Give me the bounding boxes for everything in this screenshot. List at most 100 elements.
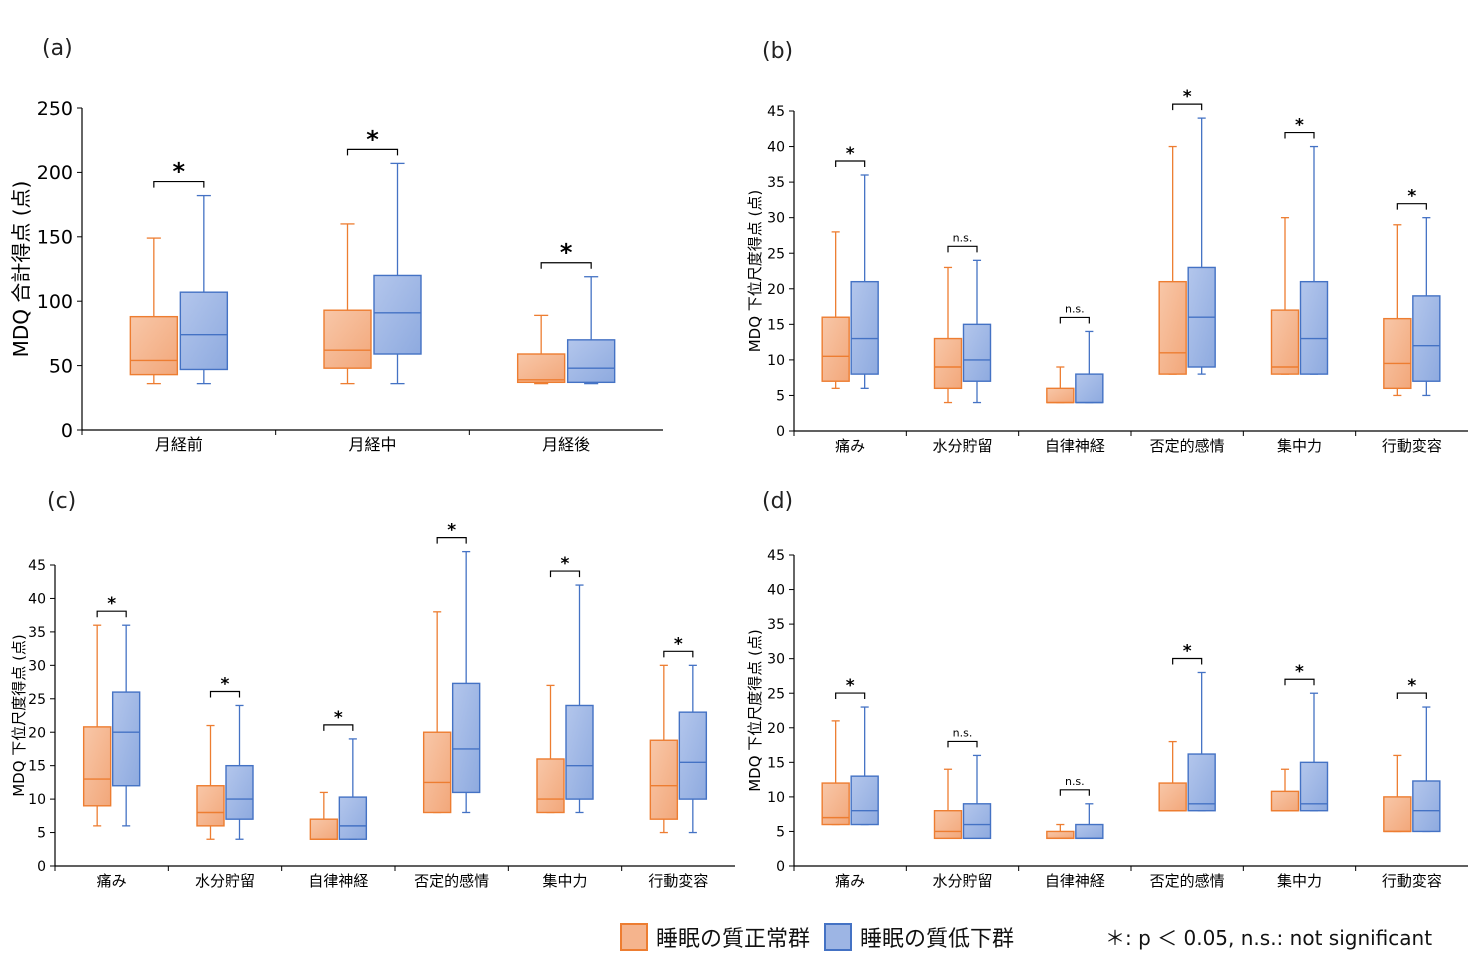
x-category-label: 集中力: [1277, 437, 1322, 455]
box-normal: [1270, 217, 1300, 375]
y-tick-label: 35: [28, 625, 46, 641]
box-iqr: [850, 775, 879, 826]
significance-label: n.s.: [1065, 302, 1085, 315]
y-tick-label: 15: [767, 317, 785, 333]
y-axis-label: MDQ 下位尺度得点 (点): [746, 629, 764, 792]
y-tick-label: 20: [28, 725, 46, 741]
box-low: [373, 162, 422, 385]
significance-label: *: [674, 634, 683, 654]
significance-bracket: [153, 180, 205, 188]
y-tick-label: 40: [767, 140, 785, 156]
y-tick-label: 25: [28, 692, 46, 708]
x-category-label: 水分貯留: [195, 872, 255, 890]
significance-bracket: [549, 570, 581, 578]
legend-swatch-low: [824, 923, 853, 951]
significance-bracket: [346, 148, 399, 156]
box-iqr: [566, 339, 616, 384]
box-normal: [422, 611, 452, 814]
box-iqr: [649, 739, 679, 820]
significance-label: *: [846, 144, 855, 164]
x-category-label: 行動変容: [648, 872, 708, 890]
x-category-label: 自律神経: [1045, 872, 1105, 890]
box-normal: [1383, 754, 1412, 833]
box-normal: [821, 720, 850, 826]
y-tick-label: 5: [37, 826, 46, 842]
significance-bracket: [835, 160, 866, 167]
box-low: [179, 194, 229, 385]
box-iqr: [962, 323, 992, 382]
y-tick-label: 10: [28, 792, 46, 808]
box-iqr: [1383, 796, 1412, 833]
y-tick-label: 45: [767, 548, 785, 564]
x-category-label: 集中力: [1277, 872, 1322, 890]
chart-panel-b: (b) 0 5 10 15 20 25 30 35 40 45 MDQ 下位尺度得点 (点) 痛み * 水分…: [746, 39, 1468, 455]
significance-bracket: [323, 724, 354, 731]
box-low: [850, 706, 879, 826]
x-category-label: 否定的感情: [414, 872, 489, 890]
significance-bracket: [436, 537, 467, 544]
box-iqr: [536, 758, 565, 814]
y-tick-label: 5: [776, 824, 785, 840]
box-iqr: [933, 810, 963, 840]
box-iqr: [1075, 373, 1104, 404]
box-iqr: [422, 731, 452, 814]
x-category-label: 月経前: [155, 435, 203, 454]
box-iqr: [1299, 280, 1329, 375]
y-tick-label: 30: [28, 658, 46, 674]
significance-bracket: [663, 650, 694, 658]
y-tick-label: 15: [767, 755, 785, 771]
x-category-label: 否定的感情: [1150, 872, 1225, 890]
y-tick-label: 0: [776, 424, 785, 440]
significance-bracket: [209, 690, 241, 698]
significance-label: *: [221, 674, 230, 694]
y-tick-label: 20: [767, 282, 785, 298]
significance-bracket: [947, 245, 978, 253]
significance-bracket: [1059, 789, 1090, 796]
box-iqr: [82, 726, 112, 807]
box-iqr: [225, 764, 254, 820]
y-axis-label: MDQ 合計得点 (点): [9, 181, 33, 358]
y-tick-label: 200: [37, 162, 73, 184]
box-iqr: [565, 704, 594, 800]
y-tick-label: 25: [767, 686, 785, 702]
significance-footnote: ＊: p ＜ 0.05, n.s.: not significant: [1105, 926, 1433, 950]
box-low: [225, 704, 254, 840]
box-low: [962, 754, 992, 840]
y-tick-label: 15: [28, 759, 46, 775]
panel-label: (b): [762, 39, 793, 64]
box-normal: [129, 237, 179, 385]
box-iqr: [129, 315, 179, 376]
box-iqr: [1046, 830, 1075, 840]
box-normal: [933, 266, 963, 404]
significance-label: *: [1183, 87, 1192, 107]
significance-bracket: [1172, 657, 1203, 665]
significance-bracket: [540, 262, 592, 269]
significance-label: *: [1295, 662, 1304, 682]
box-iqr: [1158, 280, 1187, 375]
significance-label: *: [1183, 641, 1192, 661]
significance-label: *: [846, 676, 855, 696]
chart-panel-c: (c) 0 5 10 15 20 25 30 35 40 45 MDQ 下位尺度得点 (点) 痛み * 水分…: [10, 489, 735, 890]
box-iqr: [933, 337, 963, 390]
box-low: [338, 738, 368, 840]
significance-label: *: [334, 708, 343, 728]
y-tick-label: 0: [776, 859, 785, 875]
y-tick-label: 10: [767, 790, 785, 806]
box-low: [1075, 330, 1104, 404]
box-iqr: [1412, 295, 1441, 382]
y-axis-label: MDQ 下位尺度得点 (点): [10, 634, 28, 797]
significance-bracket: [1284, 678, 1315, 686]
box-normal: [1046, 823, 1075, 840]
x-category-label: 自律神経: [308, 872, 368, 890]
box-normal: [1158, 145, 1187, 375]
x-category-label: 否定的感情: [1150, 437, 1225, 455]
chart-panel-d: (d) 0 5 10 15 20 25 30 35 40 45 MDQ 下位尺度得点 (点) 痛み * 水分…: [746, 489, 1468, 890]
box-normal: [1158, 740, 1187, 812]
y-tick-label: 45: [28, 558, 46, 574]
legend-label-low: 睡眠の質低下群: [860, 927, 1015, 952]
panel-label: (a): [42, 36, 73, 61]
significance-bracket: [947, 740, 978, 748]
box-iqr: [1270, 309, 1300, 375]
y-tick-label: 100: [37, 291, 73, 313]
box-iqr: [111, 691, 141, 787]
